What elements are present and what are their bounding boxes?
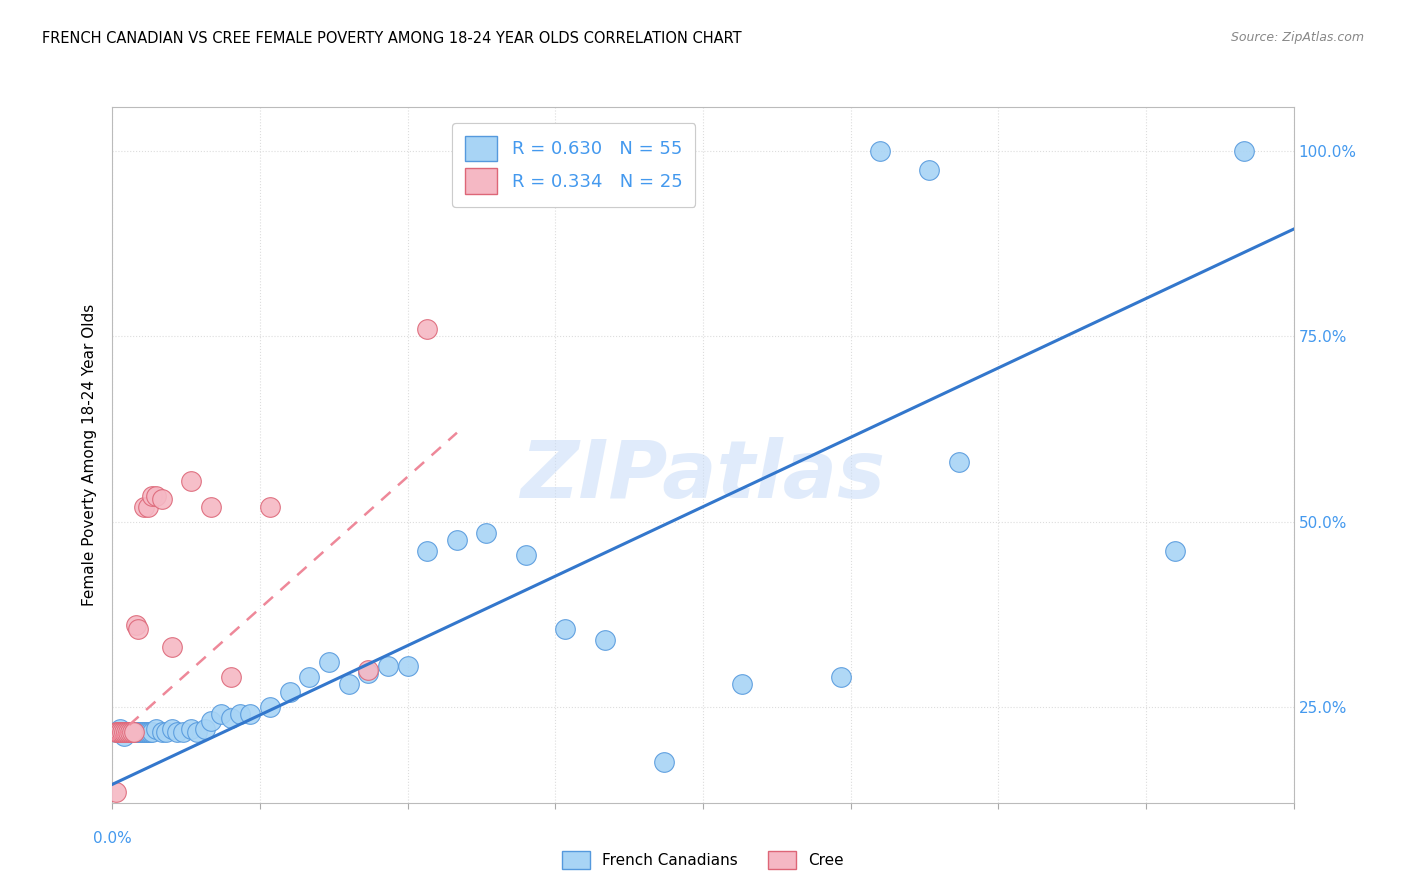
Point [194,722,217,736]
Point [129,725,152,739]
Point [117,725,139,739]
Point [121,725,143,739]
Point [115,725,138,739]
Text: Source: ZipAtlas.com: Source: ZipAtlas.com [1230,31,1364,45]
Point [219,670,242,684]
Point [160,722,183,736]
Point [105,725,128,739]
Point [122,725,145,739]
Point [132,500,155,514]
Point [219,711,242,725]
Point [111,725,134,739]
Point [200,500,222,514]
Point [160,640,183,655]
Point [136,500,159,514]
Point [515,548,537,562]
Point [180,722,202,736]
Point [117,725,139,739]
Point [127,622,149,636]
Point [357,663,380,677]
Point [318,655,340,669]
Point [110,725,132,739]
Point [593,632,616,647]
Point [112,725,135,739]
Point [115,725,138,739]
Point [357,666,380,681]
Point [141,725,163,739]
Point [475,525,498,540]
Point [111,725,134,739]
Point [259,500,281,514]
Point [139,725,162,739]
Point [1233,145,1256,159]
Point [127,725,149,739]
Legend: French Canadians, Cree: French Canadians, Cree [557,845,849,875]
Point [120,725,142,739]
Point [135,725,157,739]
Point [416,544,439,558]
Point [105,785,128,799]
Point [229,706,252,721]
Point [554,622,576,636]
Point [150,492,173,507]
Point [180,474,202,488]
Point [396,658,419,673]
Point [416,322,439,336]
Point [131,725,153,739]
Point [107,725,129,739]
Point [337,677,360,691]
Point [446,533,468,547]
Point [259,699,281,714]
Point [132,725,155,739]
Point [869,145,891,159]
Point [136,725,159,739]
Point [377,658,399,673]
Point [209,706,232,721]
Point [125,618,148,632]
Point [145,722,167,736]
Point [172,725,194,739]
Point [166,725,188,739]
Point [731,677,754,691]
Point [918,163,941,178]
Point [200,714,222,729]
Text: FRENCH CANADIAN VS CREE FEMALE POVERTY AMONG 18-24 YEAR OLDS CORRELATION CHART: FRENCH CANADIAN VS CREE FEMALE POVERTY A… [42,31,742,46]
Y-axis label: Female Poverty Among 18-24 Year Olds: Female Poverty Among 18-24 Year Olds [82,304,97,606]
Point [107,725,129,739]
Point [239,706,262,721]
Point [155,725,177,739]
Point [948,455,970,469]
Point [150,725,173,739]
Point [112,729,135,743]
Point [121,725,143,739]
Text: ZIPatlas: ZIPatlas [520,437,886,515]
Point [278,685,301,699]
Point [830,670,852,684]
Point [186,725,208,739]
Point [120,725,142,739]
Point [122,725,145,739]
Point [125,725,148,739]
Point [1164,544,1187,558]
Point [145,489,167,503]
Text: 0.0%: 0.0% [93,830,132,846]
Point [652,755,675,769]
Point [105,725,128,739]
Point [141,489,163,503]
Point [110,722,132,736]
Legend: R = 0.630   N = 55, R = 0.334   N = 25: R = 0.630 N = 55, R = 0.334 N = 25 [453,123,695,207]
Point [298,670,321,684]
